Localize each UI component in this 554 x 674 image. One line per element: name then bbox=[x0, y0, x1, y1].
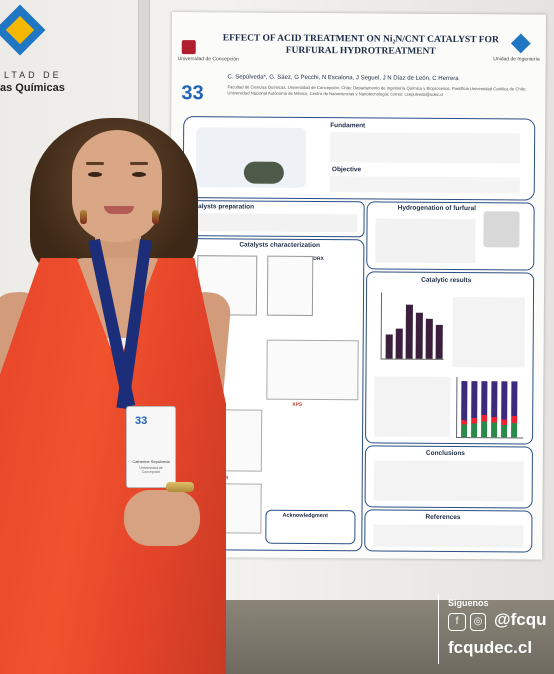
badge-name: Catherine Sepúlveda bbox=[132, 459, 170, 464]
bar-2 bbox=[395, 328, 403, 359]
reactor-icon bbox=[483, 211, 520, 248]
logo-text-line1: LTAD DE bbox=[4, 70, 62, 80]
stack-bar-1 bbox=[461, 381, 468, 438]
left-earring bbox=[80, 210, 87, 224]
faculty-logo: LTAD DE as Químicas bbox=[0, 0, 138, 110]
left-eyebrow bbox=[86, 162, 104, 165]
reaction-conditions bbox=[375, 218, 476, 264]
preparation-box: Catalysts preparation bbox=[182, 200, 365, 238]
overlay-divider bbox=[438, 594, 439, 664]
references-heading: References bbox=[425, 513, 461, 522]
university-seal-icon bbox=[181, 40, 196, 55]
xps-label: XPS bbox=[292, 401, 303, 408]
characterization-heading: Catalysts characterization bbox=[239, 241, 320, 250]
objective-heading: Objective bbox=[331, 166, 362, 174]
name-badge: 33 Catherine Sepúlveda Universidad de Co… bbox=[126, 406, 176, 488]
acknowledgment-heading: Acknowledgment bbox=[282, 512, 329, 520]
logo-text-line2: as Químicas bbox=[0, 82, 65, 94]
instagram-icon[interactable]: ◎ bbox=[470, 613, 486, 631]
follow-label: Síguenos bbox=[448, 598, 489, 608]
bar-3 bbox=[405, 304, 413, 359]
catalytic-results-box: Catalytic results bbox=[364, 271, 535, 445]
drx-chart bbox=[266, 255, 314, 316]
fundament-text bbox=[329, 132, 521, 164]
poster-authors: C. Sepúlveda*, G. Sáez, G Pecchi, N Esca… bbox=[227, 74, 459, 83]
nanotube-icon bbox=[243, 161, 284, 184]
badge-logo: 33 bbox=[135, 415, 148, 427]
acknowledgment-box: Acknowledgment bbox=[265, 509, 356, 545]
unit-logo-icon bbox=[510, 33, 531, 54]
catalytic-results-heading: Catalytic results bbox=[421, 276, 472, 285]
poster-affiliations: Facultad de Ciencias Químicas, Universid… bbox=[227, 84, 527, 97]
website-link[interactable]: fcqudec.cl bbox=[448, 638, 533, 657]
conclusions-text bbox=[373, 460, 524, 502]
conclusions-heading: Conclusions bbox=[425, 449, 465, 458]
facebook-icon[interactable]: f bbox=[448, 613, 466, 631]
drx-label: DRX bbox=[313, 255, 324, 263]
stack-bar-3 bbox=[481, 381, 488, 438]
smile bbox=[104, 206, 134, 214]
results-text-1 bbox=[452, 296, 526, 368]
conversion-bar-chart bbox=[380, 292, 445, 360]
left-eye bbox=[88, 172, 102, 177]
fundament-heading: Fundament bbox=[330, 122, 366, 130]
right-eyebrow bbox=[130, 162, 148, 165]
face bbox=[72, 130, 162, 242]
stack-bar-5 bbox=[501, 381, 508, 438]
references-box: References bbox=[364, 509, 533, 553]
gold-watch bbox=[166, 482, 194, 492]
poster-title: EFFECT OF ACID TREATMENT ON Ni₂N/CNT CAT… bbox=[222, 33, 499, 57]
congress-badge: 33 bbox=[181, 82, 204, 105]
conclusions-box: Conclusions bbox=[364, 445, 533, 509]
results-text-2 bbox=[374, 376, 451, 437]
properties-table bbox=[266, 339, 359, 401]
hydrogenation-box: Hydrogenation of furfural bbox=[366, 201, 535, 271]
stack-bar-4 bbox=[491, 381, 498, 438]
right-eye bbox=[132, 172, 146, 177]
references-text bbox=[373, 524, 524, 548]
preparation-text bbox=[187, 213, 358, 233]
bar-4 bbox=[415, 312, 423, 359]
objective-text bbox=[329, 176, 520, 194]
social-handle[interactable]: @fcqu bbox=[494, 610, 547, 629]
bar-6 bbox=[435, 324, 443, 359]
left-logo-text: Universidad de Concepción bbox=[177, 56, 239, 63]
fundament-box: Fundament Objective bbox=[182, 116, 536, 201]
stack-bar-6 bbox=[511, 381, 518, 438]
hydrogenation-heading: Hydrogenation of furfural bbox=[397, 204, 477, 213]
badge-affiliation: Universidad de Concepción bbox=[139, 466, 163, 474]
bar-5 bbox=[425, 318, 433, 359]
right-earring bbox=[152, 210, 159, 224]
stack-bar-2 bbox=[471, 381, 478, 438]
selectivity-stacked-chart bbox=[456, 376, 524, 439]
clasped-hands bbox=[124, 490, 200, 546]
bar-1 bbox=[385, 334, 393, 359]
